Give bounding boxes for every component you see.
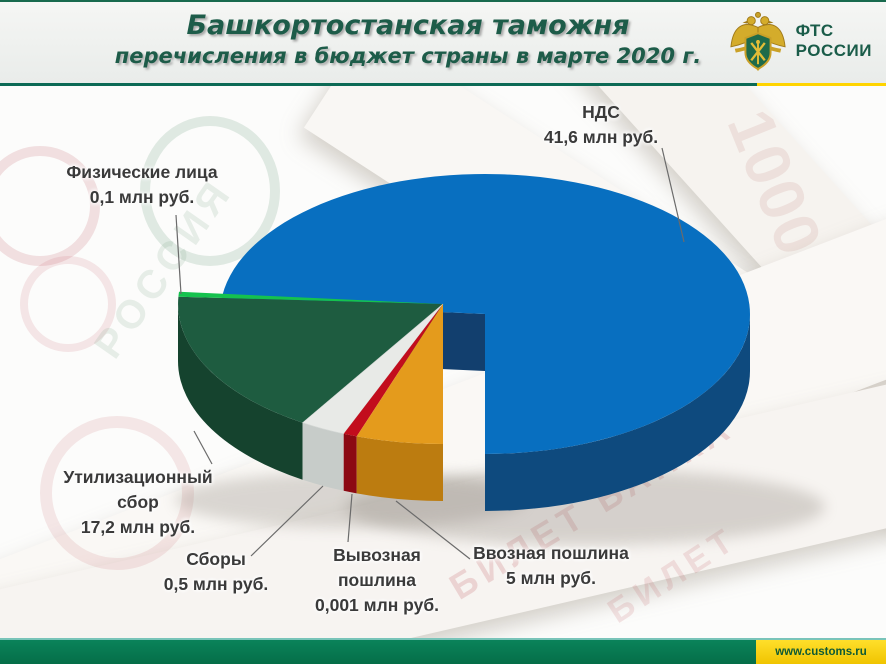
label-line: Вывозная (333, 545, 421, 565)
label-line: Ввозная пошлина (473, 543, 629, 563)
label-sbory: Сборы 0,5 млн руб. (164, 547, 269, 597)
label-line: Сборы (186, 549, 246, 569)
label-line: 5 млн руб. (506, 568, 596, 588)
leader-line-sbory (250, 485, 324, 557)
label-line: 41,6 млн руб. (543, 127, 659, 147)
label-nds: НДС 41,6 млн руб. (544, 100, 658, 150)
label-line: НДС (582, 102, 620, 122)
fts-logo: ФТС РОССИИ (729, 10, 872, 72)
label-line: 17,2 млн руб. (80, 517, 196, 537)
header: Башкортостанская таможня перечисления в … (0, 2, 886, 83)
footer-yellow-badge: www.customs.ru (756, 640, 886, 664)
label-line: Физические лица (66, 162, 218, 182)
label-line: 0,1 млн руб. (89, 187, 195, 207)
header-divider (0, 83, 886, 86)
label-vyvoznaya-poshlina: Вывозная пошлина 0,001 млн руб. (315, 543, 439, 618)
label-line: Утилизационный (63, 467, 213, 487)
leader-line-fiz (175, 214, 182, 295)
fts-emblem-icon (730, 11, 786, 71)
label-line: сбор (117, 492, 159, 512)
leader-line-nds (661, 147, 685, 243)
footer: www.customs.ru (0, 638, 886, 664)
fts-logo-line2: РОССИИ (795, 41, 872, 60)
label-vvoznaya-poshlina: Ввозная пошлина 5 млн руб. (473, 541, 629, 591)
slide-title: Башкортостанская таможня (186, 10, 630, 41)
label-line: 0,001 млн руб. (314, 595, 440, 615)
label-fizicheskie-lica: Физические лица 0,1 млн руб. (66, 160, 217, 210)
page-title: Башкортостанская таможня перечисления в … (60, 9, 756, 69)
label-line: 0,5 млн руб. (163, 574, 269, 594)
fts-logo-text: ФТС РОССИИ (796, 21, 872, 61)
website-link[interactable]: www.customs.ru (775, 646, 867, 658)
label-utilizacionny-sbor: Утилизационный сбор 17,2 млн руб. (63, 465, 212, 540)
slide-subtitle: перечисления в бюджет страны в марте 202… (114, 44, 702, 68)
leader-line-vvoz (395, 500, 471, 560)
fts-logo-line1: ФТС (795, 21, 834, 40)
leader-line-util (193, 430, 213, 465)
leader-line-vyvoz (347, 493, 353, 543)
footer-green-bar (0, 640, 756, 664)
label-line: пошлина (337, 570, 417, 590)
